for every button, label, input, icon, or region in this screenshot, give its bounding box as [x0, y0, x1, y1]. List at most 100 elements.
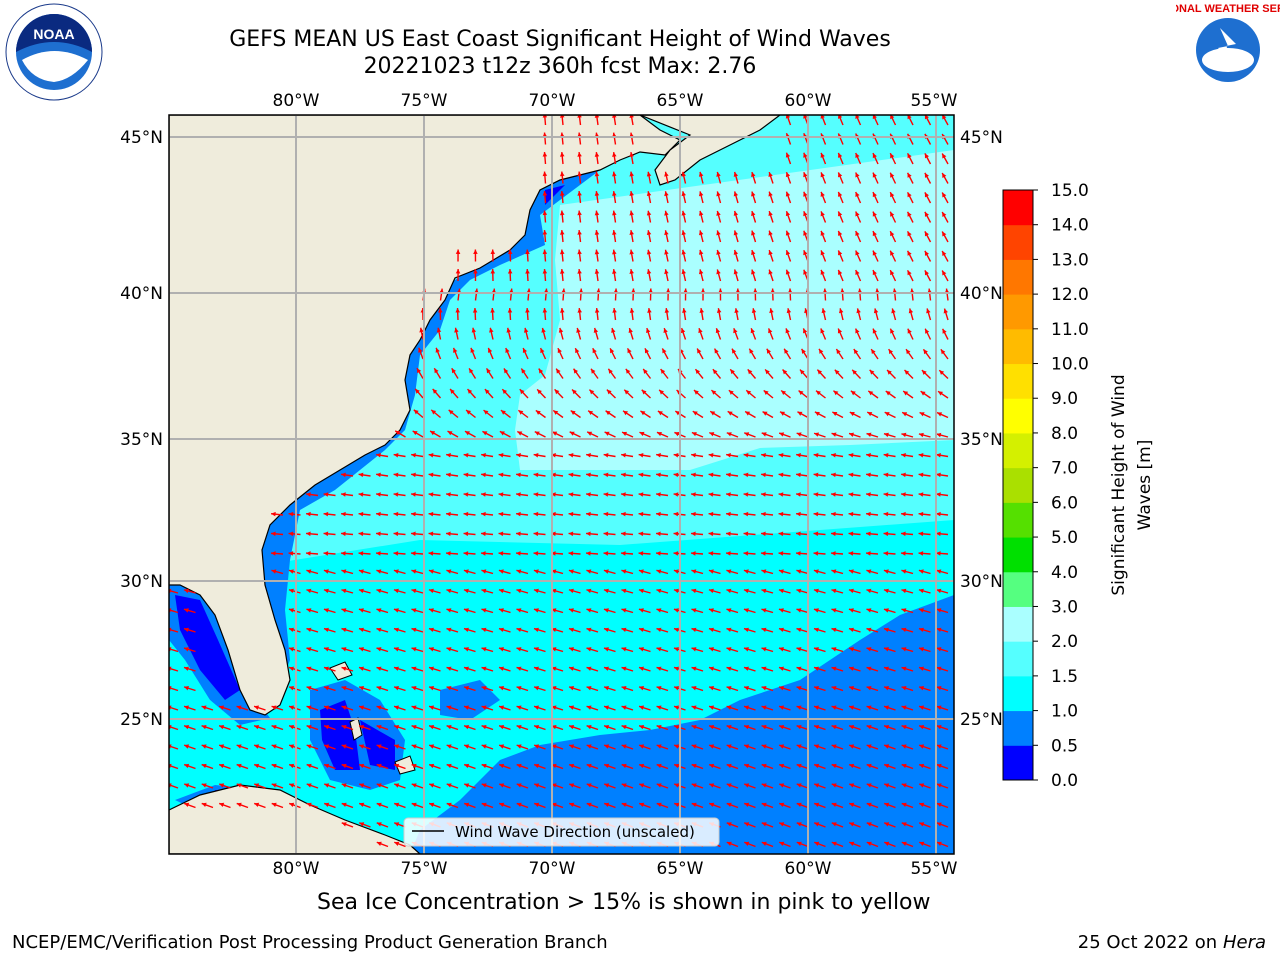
- wind-wave-arrowhead: [603, 492, 609, 497]
- wind-wave-arrowhead: [306, 627, 312, 633]
- wind-wave-arrowhead: [866, 841, 872, 846]
- wind-wave-arrowhead: [603, 588, 609, 594]
- lon-label: 75°W: [401, 859, 448, 879]
- wind-wave-arrowhead: [551, 472, 556, 478]
- wind-wave-arrowhead: [557, 348, 562, 354]
- wind-wave-arrowhead: [855, 172, 860, 178]
- wind-wave-arrowhead: [271, 724, 277, 730]
- wind-wave-arrowhead: [533, 588, 539, 594]
- wind-wave-arrowhead: [428, 492, 434, 497]
- wind-wave-arrowhead: [534, 724, 540, 730]
- wind-wave-arrowhead: [855, 250, 860, 256]
- wind-wave-arrowhead: [306, 744, 312, 749]
- wind-wave-arrowhead: [376, 453, 381, 458]
- wind-wave-arrowhead: [866, 453, 871, 458]
- wind-wave-arrowhead: [866, 432, 872, 438]
- wind-wave-arrowhead: [568, 453, 574, 458]
- wind-wave-arrowhead: [341, 472, 346, 478]
- wind-wave-arrowhead: [831, 608, 837, 613]
- wind-wave-arrowhead: [866, 666, 872, 671]
- wind-wave-arrowhead: [463, 608, 469, 613]
- wind-wave-arrowhead: [831, 841, 837, 846]
- wind-wave-arrowhead: [803, 211, 808, 217]
- wind-wave-arrowhead: [726, 724, 732, 730]
- wind-wave-arrowhead: [577, 269, 582, 274]
- wind-wave-arrowhead: [708, 511, 714, 517]
- wind-wave-arrowhead: [744, 666, 749, 671]
- wind-wave-arrowhead: [709, 705, 715, 710]
- colorbar-tick-label: 0.0: [1051, 771, 1078, 791]
- wind-wave-arrowhead: [473, 249, 478, 254]
- wind-wave-arrowhead: [638, 608, 644, 613]
- wind-wave-arrowhead: [271, 783, 277, 788]
- wind-wave-arrowhead: [923, 349, 928, 355]
- wind-wave-arrowhead: [761, 432, 767, 437]
- wind-wave-arrowhead: [586, 588, 592, 594]
- wind-wave-arrowhead: [184, 705, 190, 710]
- wind-wave-arrowhead: [673, 492, 679, 497]
- wind-wave-arrowhead: [481, 783, 487, 788]
- wind-wave-arrowhead: [481, 492, 486, 497]
- wind-wave-arrowhead: [872, 328, 877, 334]
- map-title: GEFS MEAN US East Coast Significant Heig…: [229, 27, 891, 52]
- wind-wave-arrowhead: [525, 269, 530, 274]
- wind-wave-arrowhead: [936, 472, 941, 478]
- wind-wave-arrowhead: [779, 647, 784, 652]
- wind-wave-arrowhead: [730, 369, 735, 375]
- wind-wave-arrowhead: [573, 368, 579, 374]
- wind-wave-arrowhead: [884, 783, 890, 788]
- map-area: [169, 115, 954, 854]
- wind-wave-arrowhead: [498, 588, 504, 594]
- wind-wave-arrowhead: [621, 511, 626, 517]
- colorbar-swatch: [1003, 467, 1033, 503]
- wind-wave-arrowhead: [429, 783, 435, 788]
- wind-wave-arrowhead: [901, 569, 907, 574]
- wind-wave-arrowhead: [629, 152, 634, 157]
- wind-wave-arrowhead: [586, 744, 592, 749]
- colorbar-swatch: [1003, 294, 1033, 330]
- wind-wave-arrowhead: [656, 472, 661, 478]
- wind-wave-arrowhead: [638, 627, 644, 633]
- wind-wave-arrowhead: [639, 705, 645, 710]
- wind-wave-arrowhead: [411, 511, 416, 517]
- wind-wave-arrowhead: [838, 115, 843, 119]
- wind-wave-arrowhead: [358, 569, 364, 574]
- wind-wave-arrowhead: [768, 191, 773, 197]
- wind-wave-arrowhead: [840, 288, 845, 294]
- wind-wave-arrowhead: [855, 231, 860, 236]
- wind-wave-arrowhead: [820, 328, 825, 334]
- wind-wave-arrowhead: [411, 551, 416, 556]
- wind-wave-arrowhead: [341, 705, 347, 710]
- wind-wave-arrowhead: [341, 744, 347, 749]
- wind-wave-arrowhead: [393, 608, 399, 613]
- wind-wave-arrowhead: [778, 569, 784, 574]
- wind-wave-arrowhead: [467, 389, 473, 394]
- wind-wave-arrowhead: [936, 841, 942, 846]
- map-frame: [168, 114, 955, 855]
- wind-wave-arrowhead: [883, 608, 889, 613]
- wind-wave-arrowhead: [681, 210, 686, 216]
- wind-wave-arrowhead: [761, 627, 767, 633]
- wind-wave-arrowhead: [542, 308, 548, 313]
- wind-wave-arrowhead: [726, 551, 731, 556]
- wind-wave-arrowhead: [341, 724, 347, 730]
- wind-wave-arrowhead: [796, 453, 801, 458]
- wind-wave-arrowhead: [568, 531, 574, 537]
- wind-wave-arrowhead: [639, 744, 645, 749]
- wind-wave-arrowhead: [936, 724, 942, 730]
- wind-wave-arrowhead: [674, 686, 679, 691]
- colorbar-tick-label: 2.0: [1051, 632, 1078, 652]
- wind-wave-arrowhead: [709, 647, 714, 652]
- wind-wave-arrowhead: [708, 608, 714, 613]
- wind-wave-arrowhead: [942, 192, 947, 198]
- wind-wave-arrow: [169, 784, 179, 789]
- wind-wave-arrowhead: [569, 686, 574, 691]
- wind-wave-arrowhead: [708, 588, 714, 594]
- wind-wave-arrowhead: [621, 551, 626, 556]
- wind-wave-arrowhead: [664, 191, 669, 197]
- wind-wave-arrowhead: [884, 802, 890, 808]
- wind-wave-arrowhead: [519, 389, 525, 395]
- wind-wave-arrowhead: [838, 308, 844, 314]
- wind-wave-arrowhead: [559, 249, 565, 255]
- wind-wave-arrowhead: [516, 511, 521, 517]
